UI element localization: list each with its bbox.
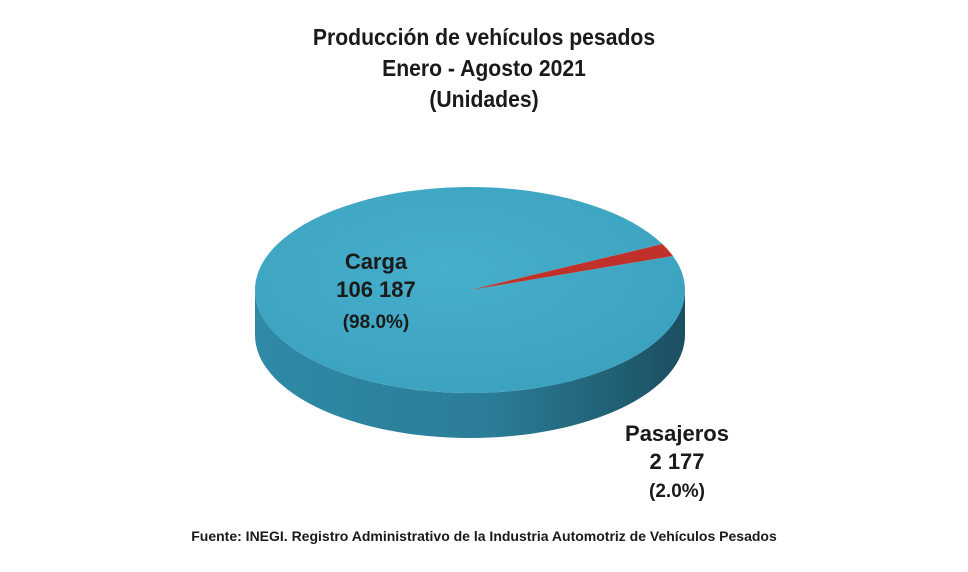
chart-title: Producción de vehículos pesados bbox=[312, 24, 656, 50]
slice-percent-pasajeros: (2.0%) bbox=[649, 481, 705, 502]
source-note: Fuente: INEGI. Registro Administrativo d… bbox=[191, 528, 777, 544]
slice-carga bbox=[255, 186, 686, 393]
slice-name-carga: Carga bbox=[344, 249, 408, 274]
slice-name-pasajeros: Pasajeros bbox=[625, 421, 729, 446]
slice-value-pasajeros: 2 177 bbox=[649, 449, 705, 474]
chart-title-block: Producción de vehículos pesados Enero - … bbox=[39, 22, 930, 115]
slice-label-pasajeros: Pasajeros 2 177 (2.0%) bbox=[612, 420, 742, 505]
slice-pasajeros bbox=[470, 244, 673, 290]
chart-subtitle: Enero - Agosto 2021 bbox=[382, 55, 586, 81]
slice-percent-carga: (98.0%) bbox=[342, 312, 410, 333]
chart-units: (Unidades) bbox=[429, 86, 539, 112]
slice-label-carga: Carga 106 187 (98.0%) bbox=[316, 248, 436, 336]
slice-side-carga bbox=[255, 290, 685, 438]
slice-value-carga: 106 187 bbox=[336, 277, 416, 302]
